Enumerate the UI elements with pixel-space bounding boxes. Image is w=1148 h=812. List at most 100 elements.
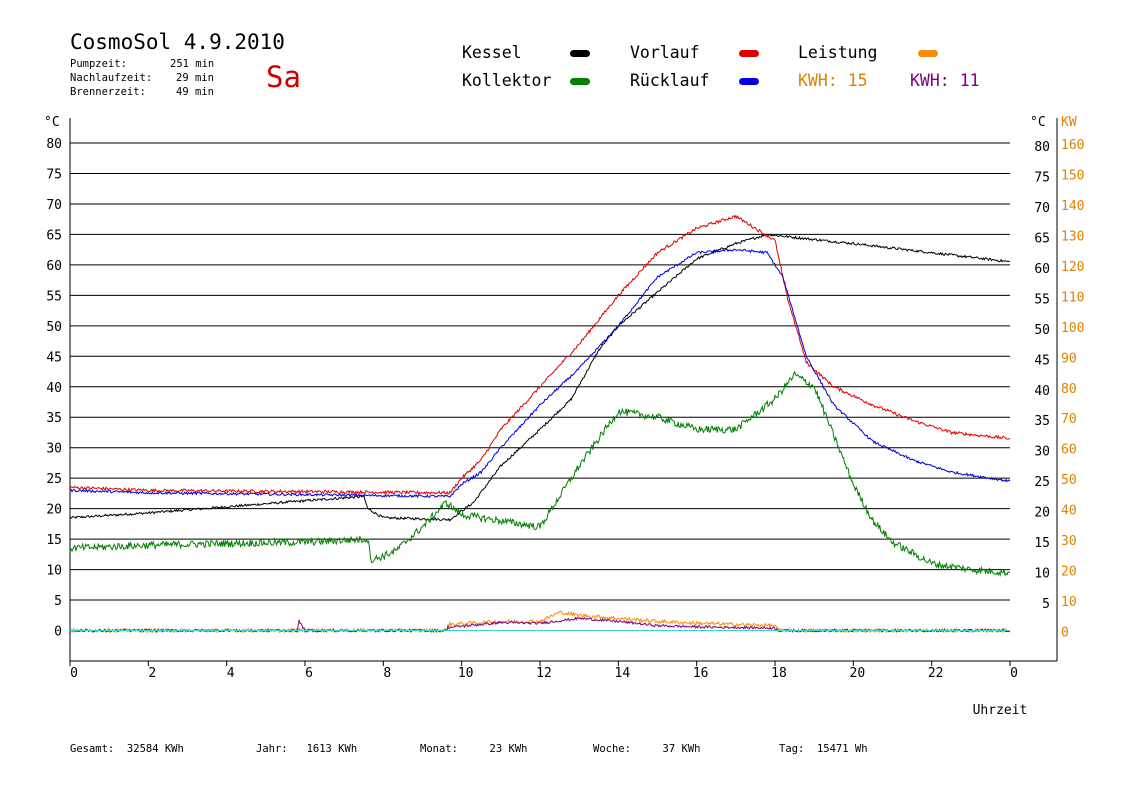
stat-value: 49 min [176,86,214,98]
y-tick-label-right: 35 [1034,414,1050,429]
y-tick-label-right: 20 [1034,506,1050,521]
footer-value: 15471 Wh [816,743,868,755]
x-tick-label: 22 [928,666,944,681]
power-tick-label: 10 [1061,595,1077,610]
legend-kessel-swatch [570,50,590,57]
footer-value: 23 KWh [489,743,528,755]
power-tick-label: 60 [1061,443,1077,458]
legend-ruecklauf-swatch [739,78,759,85]
footer-tag: Tag: 15471 Wh [779,743,868,755]
power-tick-label: 100 [1061,321,1084,336]
x-tick-label: 18 [771,666,787,681]
footer-label: Gesamt: [70,743,115,755]
power-tick-label: 140 [1061,199,1084,214]
y-tick-label-right: 30 [1034,445,1050,460]
series-line-0 [69,233,1011,522]
y-axis-label-right: °C [1030,115,1046,130]
legend-leistung-label: Leistung [798,43,878,62]
footer-label: Woche: [593,743,631,755]
x-tick-label: 12 [536,666,552,681]
legend-kollektor-swatch [570,78,590,85]
legend-kessel-label: Kessel [462,43,522,62]
series-line-3 [69,370,1011,577]
power-tick-label: 40 [1061,504,1077,519]
power-tick-label: 90 [1061,351,1077,366]
stat-label: Nachlaufzeit: [70,72,153,84]
legend-vorlauf-swatch [739,50,759,57]
kwh-value: 15 [847,71,868,90]
y-tick-label-left: 20 [46,503,62,518]
legend-vorlauf-label: Vorlauf [630,43,700,62]
power-tick-label: 160 [1061,138,1084,153]
y-tick-label-left: 30 [46,442,62,457]
stat-value: 29 min [176,72,214,84]
y-tick-label-left: 45 [46,350,62,365]
series-line-2 [69,248,1011,499]
kwh-label: KWH: [910,71,950,90]
y-tick-label-left: 35 [46,411,62,426]
page-title: CosmoSol 4.9.2010 [70,30,285,54]
stat-value: 251 min [170,58,215,70]
footer-monat: Monat: 23 KWh [420,743,527,755]
y-tick-label-left: 0 [54,625,62,640]
day-label: Sa [266,60,301,94]
y-tick-label-left: 10 [46,564,62,579]
footer-value: 1613 KWh [306,743,358,755]
legend-ruecklauf-label: Rücklauf [630,71,710,90]
y-tick-label-right: 25 [1034,475,1050,490]
y-tick-label-left: 55 [46,289,62,304]
footer-woche: Woche: 37 KWh [593,743,700,755]
legend-leistung-swatch [918,50,938,57]
footer-jahr: Jahr: 1613 KWh [256,743,357,755]
power-tick-label: 80 [1061,382,1077,397]
series-line-1 [69,214,1011,496]
kwh-value: 11 [959,71,980,90]
power-tick-label: 70 [1061,412,1077,427]
x-tick-label: 14 [615,666,631,681]
power-tick-label: 150 [1061,168,1084,183]
power-tick-label: 130 [1061,229,1084,244]
x-tick-label: 6 [305,666,313,681]
y-tick-label-left: 70 [46,198,62,213]
power-tick-label: 20 [1061,565,1077,580]
y-tick-label-right: 80 [1034,140,1050,155]
kwh-burner: KWH: 11 [910,71,980,90]
stat-pumpzeit: Pumpzeit: 251 min [70,58,214,70]
stat-brennerzeit: Brennerzeit: 49 min [70,86,214,98]
y-tick-label-right: 65 [1034,231,1050,246]
stat-label: Brennerzeit: [70,86,146,98]
power-tick-label: 110 [1061,290,1084,305]
x-axis-label: Uhrzeit [973,703,1028,718]
stat-label: Pumpzeit: [70,58,127,70]
y-tick-label-right: 55 [1034,292,1050,307]
footer-value: 37 KWh [662,743,701,755]
x-tick-label: 0 [1010,666,1018,681]
x-tick-label: 16 [693,666,709,681]
y-tick-label-left: 75 [46,167,62,182]
power-tick-label: 50 [1061,473,1077,488]
y-tick-label-left: 50 [46,320,62,335]
y-tick-label-right: 15 [1034,536,1050,551]
y-axis-label-left: °C [44,115,60,130]
x-tick-label: 10 [458,666,474,681]
x-tick-label: 8 [383,666,391,681]
y-tick-label-left: 60 [46,259,62,274]
y-tick-label-right: 40 [1034,384,1050,399]
stat-nachlaufzeit: Nachlaufzeit: 29 min [70,72,214,84]
y-tick-label-left: 65 [46,228,62,243]
x-tick-label: 2 [148,666,156,681]
footer-value: 32584 KWh [126,743,184,755]
power-tick-label: 0 [1061,626,1069,641]
y-tick-label-right: 10 [1034,567,1050,582]
y-tick-label-left: 40 [46,381,62,396]
x-tick-label: 20 [850,666,866,681]
y-tick-label-right: 5 [1042,597,1050,612]
kwh-label: KWH: [798,71,838,90]
y-tick-label-right: 50 [1034,323,1050,338]
power-tick-label: 30 [1061,534,1077,549]
x-tick-label: 0 [70,666,78,681]
y-tick-label-left: 5 [54,594,62,609]
y-tick-label-left: 25 [46,472,62,487]
y-tick-label-right: 60 [1034,262,1050,277]
